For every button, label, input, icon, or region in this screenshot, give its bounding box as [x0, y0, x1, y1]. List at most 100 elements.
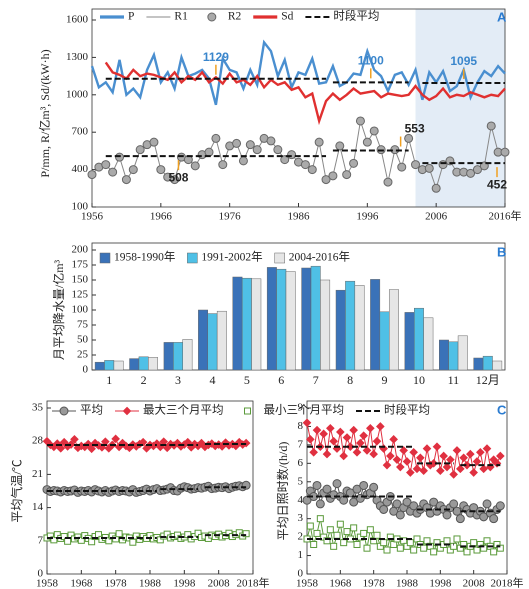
data-point — [449, 499, 459, 509]
panel-label: B — [497, 244, 506, 259]
data-point — [135, 145, 145, 155]
data-point — [363, 544, 371, 552]
y-tick-label: 100 — [72, 304, 89, 316]
data-point — [312, 425, 322, 435]
panel-label: A — [497, 9, 507, 24]
data-point — [380, 539, 388, 547]
data-point — [300, 160, 310, 170]
data-point — [416, 453, 425, 463]
y-tick-label: 7 — [298, 438, 304, 450]
data-point — [462, 460, 472, 470]
x-tick-label: 1986 — [288, 211, 311, 223]
bar — [310, 265, 321, 371]
legend-label: P — [128, 11, 134, 23]
bar — [276, 268, 287, 371]
data-point — [362, 137, 372, 147]
data-point — [372, 436, 382, 446]
data-point — [340, 539, 348, 547]
data-point — [349, 497, 359, 507]
data-point — [319, 429, 328, 439]
data-point — [373, 531, 381, 539]
data-point — [232, 138, 242, 148]
data-point — [453, 535, 461, 543]
x-tick-label: 2018年 — [491, 576, 524, 589]
x-tick-label: 2 — [141, 373, 147, 387]
y-tick-label: 1300 — [66, 51, 89, 63]
y-tick-label: 400 — [72, 163, 89, 175]
x-tick-label: 2016年 — [489, 209, 522, 223]
data-point — [456, 464, 465, 474]
data-point — [323, 537, 331, 545]
bar — [129, 358, 140, 371]
legend-label: Sd — [281, 11, 293, 23]
data-point — [306, 435, 315, 444]
panel-label: C — [497, 402, 507, 417]
data-point — [369, 482, 379, 492]
data-point — [121, 175, 131, 185]
data-point — [479, 464, 488, 474]
y-tick-label: 6 — [298, 457, 304, 469]
x-tick-label: 5 — [244, 373, 250, 387]
bar — [335, 289, 346, 371]
data-point — [309, 447, 318, 457]
x-tick-label: 1968 — [329, 578, 352, 589]
y-axis-label: 平均日照时数/(h/d) — [275, 442, 290, 541]
data-point — [455, 514, 465, 524]
y-tick-label: 8 — [298, 420, 304, 432]
data-point — [280, 155, 290, 165]
data-point — [87, 170, 97, 180]
y-tick-label: 9 — [298, 402, 304, 414]
data-point — [366, 526, 374, 534]
data-point — [322, 484, 332, 494]
data-point — [211, 133, 221, 143]
y-axis-label: 平均气温/℃ — [9, 459, 24, 522]
data-point — [472, 165, 482, 175]
bar — [241, 277, 252, 371]
bar — [457, 335, 468, 371]
bar — [113, 360, 124, 371]
bar — [439, 339, 449, 371]
bar — [423, 317, 434, 371]
data-point — [360, 529, 368, 537]
data-point — [490, 548, 498, 556]
data-point — [472, 457, 482, 466]
x-tick-label: 8 — [347, 373, 353, 387]
data-point — [406, 539, 414, 547]
x-tick-label: 10 — [413, 373, 425, 387]
legend-label: R1 — [174, 11, 188, 23]
x-tick-label: 1976 — [219, 211, 242, 223]
data-point — [350, 524, 358, 532]
bar — [414, 307, 424, 371]
data-point — [396, 462, 405, 472]
y-tick-label: 14 — [32, 501, 44, 513]
x-tick-label: 11 — [448, 373, 460, 387]
data-point — [409, 501, 419, 511]
data-point — [266, 136, 276, 146]
data-point — [479, 512, 489, 522]
data-point — [64, 537, 72, 545]
data-point — [449, 470, 458, 479]
x-tick-label: 9 — [382, 373, 388, 387]
data-point — [460, 540, 468, 548]
bar — [216, 310, 227, 371]
legend-swatch — [244, 407, 251, 415]
x-tick-label: 1 — [106, 373, 112, 387]
y-tick-label: 25 — [77, 349, 89, 361]
y-tick-label: 125 — [72, 289, 89, 301]
bar — [473, 357, 484, 371]
mean-label: 1100 — [358, 54, 384, 68]
x-tick-label: 2008 — [208, 578, 231, 589]
data-point — [446, 455, 455, 464]
data-point — [339, 451, 348, 461]
data-point — [129, 538, 137, 546]
data-point — [115, 530, 123, 538]
data-point — [402, 497, 412, 507]
data-point — [466, 168, 476, 178]
data-point — [56, 444, 66, 453]
data-point — [366, 423, 375, 433]
bar — [198, 309, 209, 371]
legend-label: 平均 — [80, 404, 103, 417]
data-point — [335, 141, 345, 151]
